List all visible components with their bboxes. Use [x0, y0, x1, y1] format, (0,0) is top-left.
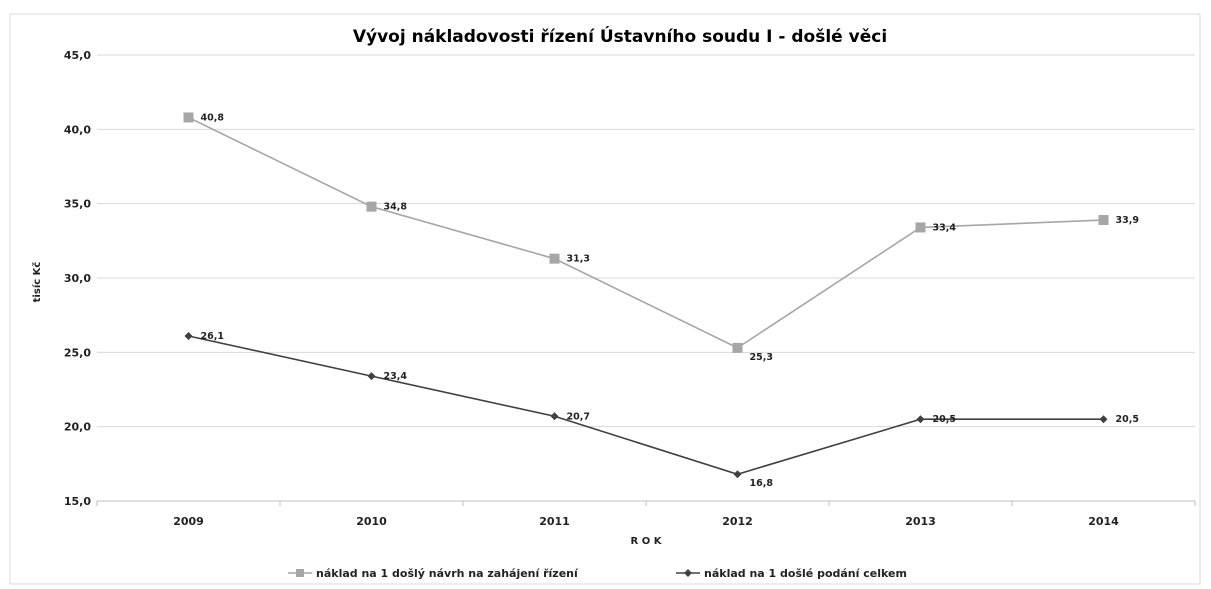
data-label: 16,8 [750, 478, 774, 489]
data-label: 33,4 [933, 222, 957, 233]
y-tick-label: 15,0 [64, 495, 91, 508]
series-2: 26,1 23,4 20,7 16,8 20,5 20,5 [184, 331, 1139, 489]
data-label: 26,1 [201, 331, 224, 342]
series-1: 40,8 34,8 31,3 25,3 33,4 33,9 [183, 112, 1139, 363]
chart-title: Vývoj nákladovosti řízení Ústavního soud… [353, 25, 887, 47]
data-label: 40,8 [201, 112, 225, 123]
legend-entry: náklad na 1 došlé podání celkem [704, 567, 907, 580]
x-tick-label: 2013 [905, 515, 936, 528]
legend-marker [296, 569, 304, 577]
y-tick-label: 30,0 [64, 272, 91, 285]
data-point [1099, 415, 1108, 424]
y-axis-title: tisíc Kč [31, 262, 43, 303]
data-point [183, 112, 194, 123]
data-point [550, 412, 559, 421]
x-tick-label: 2012 [722, 515, 753, 528]
legend-entry: náklad na 1 došlý návrh na zahájení říze… [316, 567, 579, 580]
data-label: 34,8 [384, 202, 408, 213]
chart-border [9, 13, 1201, 585]
series-line [188, 116, 1104, 349]
series-layer: 40,8 34,8 31,3 25,3 33,4 33,9 26,1 23,4 20,7 16,8… [183, 112, 1139, 489]
data-point [367, 372, 376, 381]
x-tick-label: 2011 [539, 515, 570, 528]
y-tick-label: 25,0 [64, 346, 91, 359]
x-tick-label: 2014 [1088, 515, 1119, 528]
data-point [549, 253, 560, 264]
data-point [732, 342, 743, 353]
series-line [188, 335, 1104, 476]
data-point [733, 470, 742, 479]
data-label: 20,5 [1116, 414, 1139, 425]
data-label: 20,5 [933, 414, 956, 425]
y-tick-label: 35,0 [64, 198, 91, 211]
data-label: 33,9 [1116, 215, 1139, 226]
x-tick-label: 2010 [356, 515, 387, 528]
legend-marker [684, 569, 692, 577]
y-tick-label: 40,0 [64, 123, 91, 136]
legend: náklad na 1 došlý návrh na zahájení říze… [288, 567, 907, 580]
data-point [366, 201, 377, 212]
x-axis-ticks: 2009 2010 2011 2012 2013 2014 [96, 501, 1196, 528]
y-tick-label: 45,0 [64, 49, 91, 62]
x-tick-label: 2009 [173, 515, 204, 528]
data-label: 25,3 [750, 352, 773, 363]
data-label: 31,3 [567, 254, 590, 265]
y-tick-label: 20,0 [64, 421, 91, 434]
data-point [1098, 215, 1109, 226]
data-label: 20,7 [567, 411, 590, 422]
y-axis-ticks: 15,0 20,0 25,0 30,0 35,0 40,0 45,0 [64, 49, 91, 508]
x-axis-title: R O K [631, 536, 663, 547]
data-point [915, 222, 926, 233]
data-point [184, 331, 193, 340]
data-point [916, 415, 925, 424]
data-label: 23,4 [384, 371, 408, 382]
gridlines [97, 54, 1195, 502]
